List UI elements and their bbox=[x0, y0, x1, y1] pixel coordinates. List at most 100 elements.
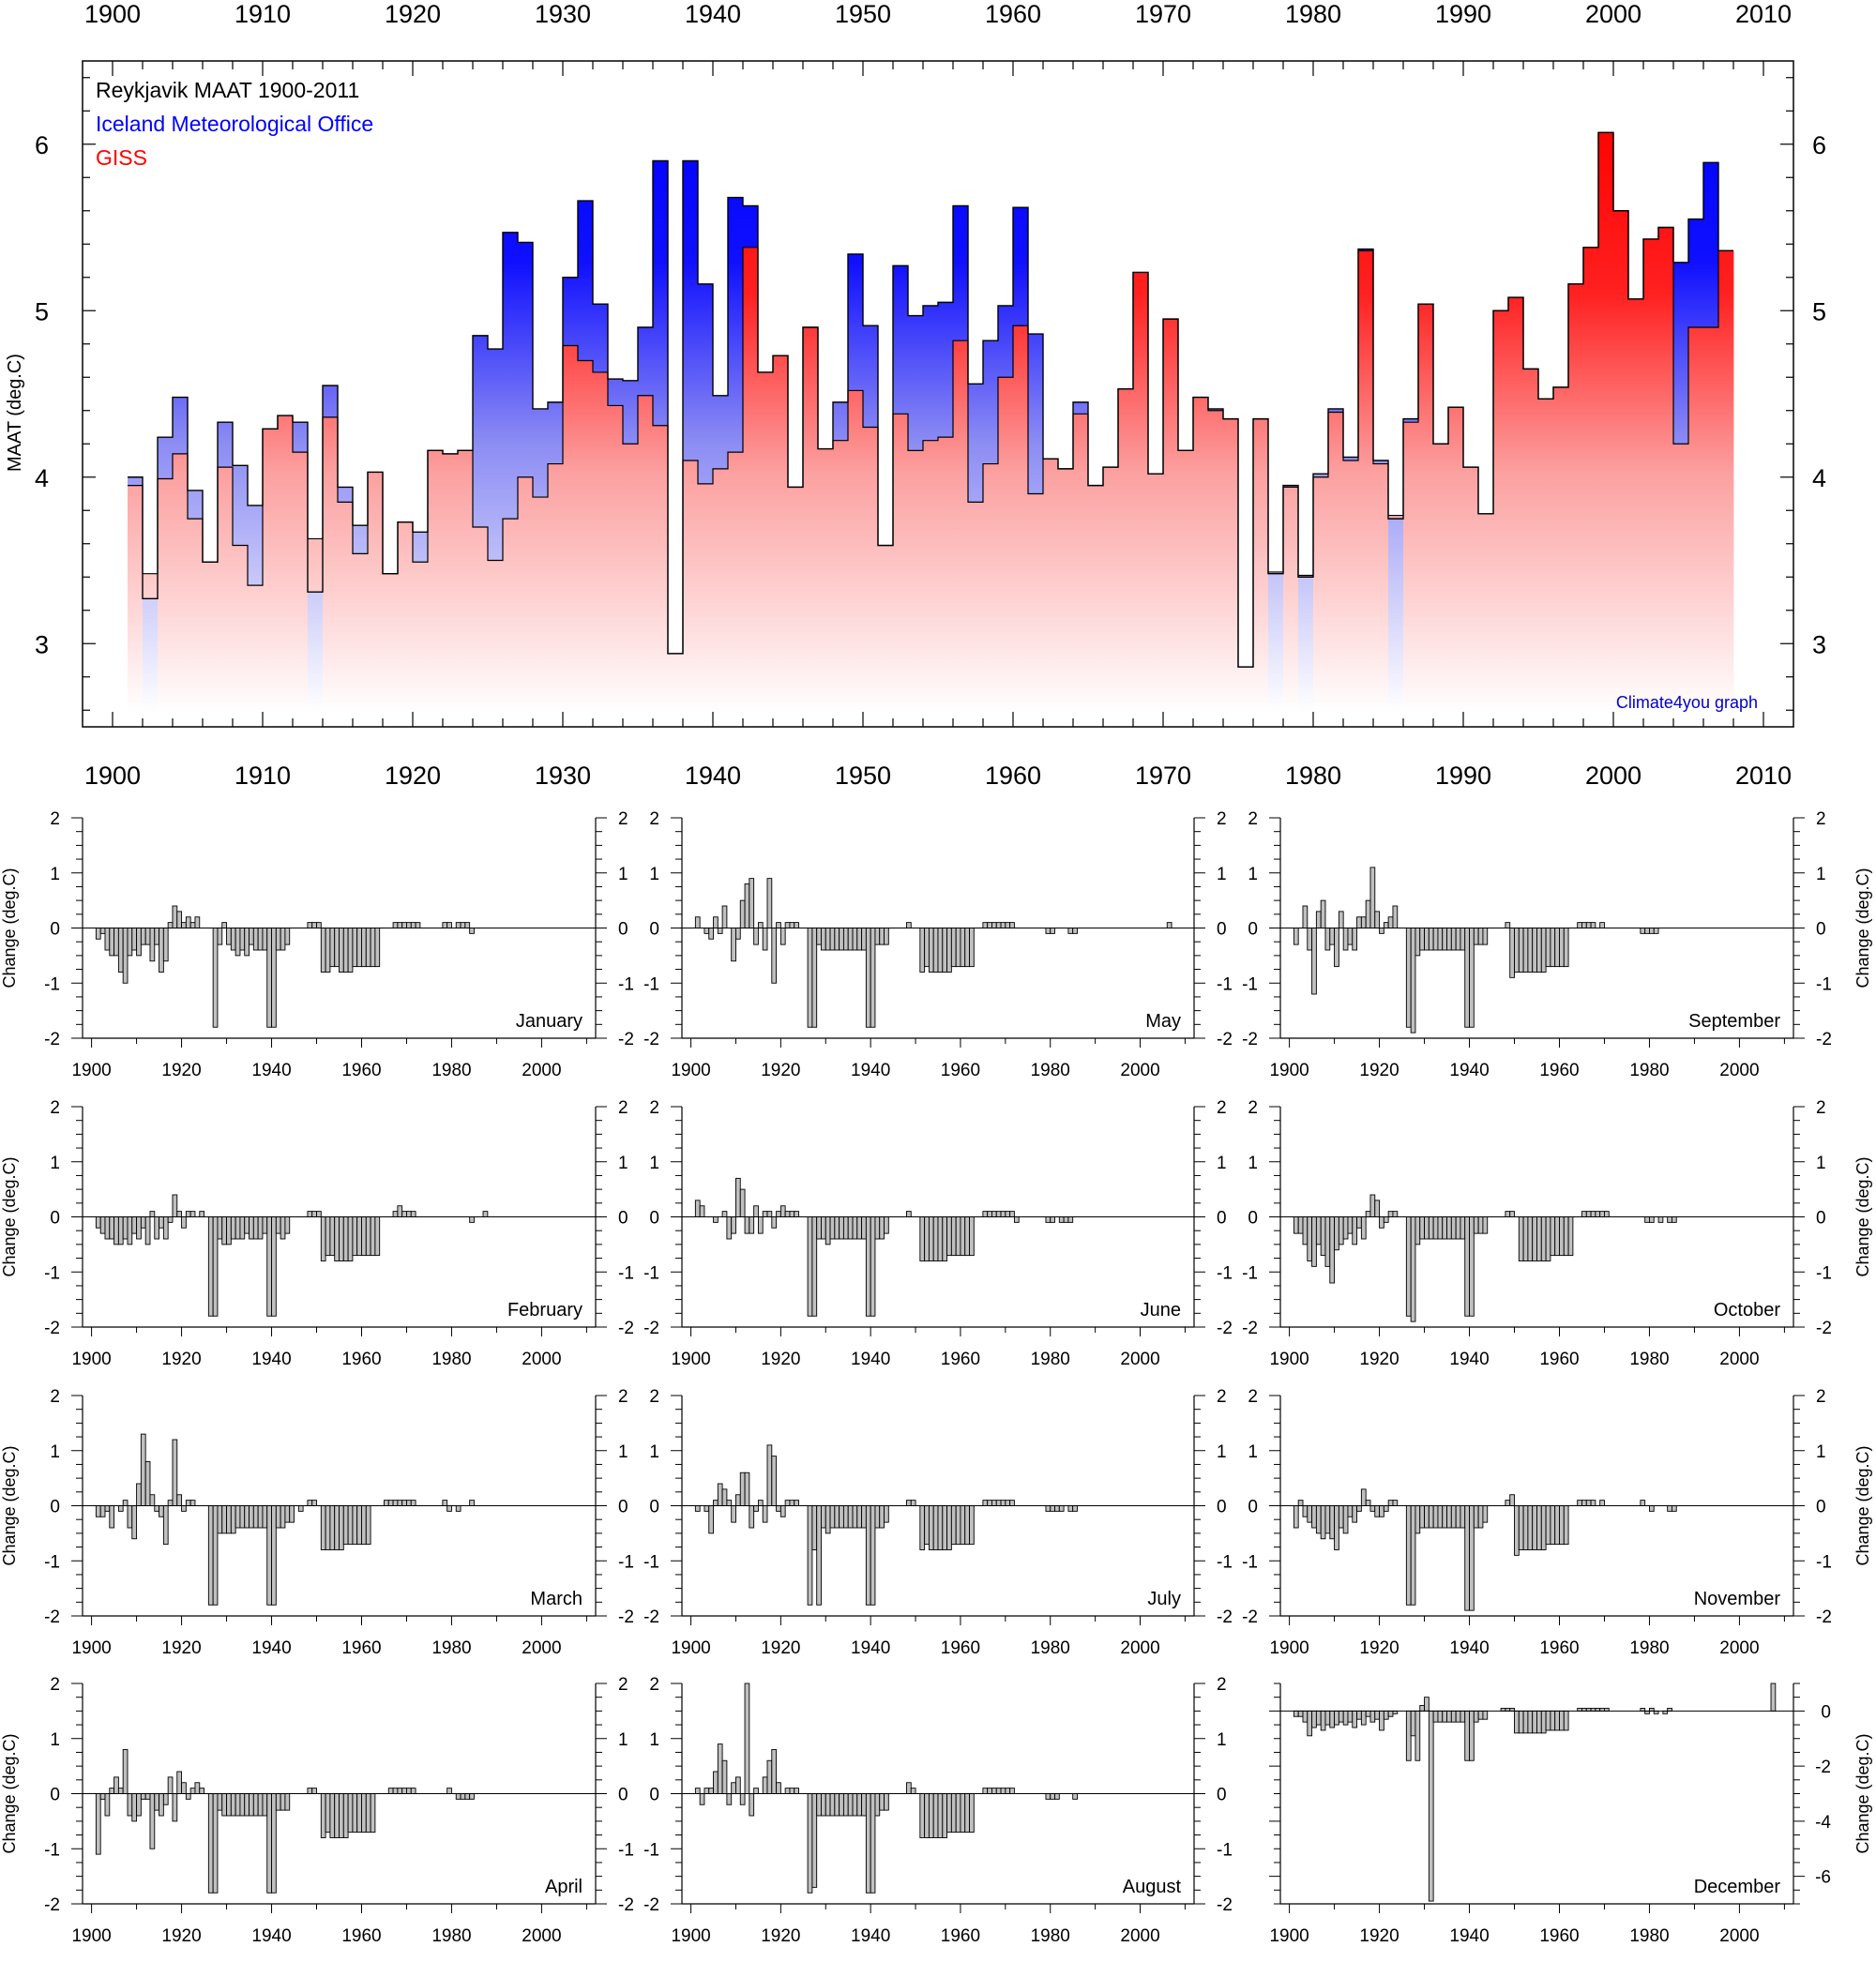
change-bar bbox=[374, 1216, 381, 1257]
main-lower-band bbox=[443, 453, 459, 727]
main-x-tick-label-top: 1970 bbox=[1135, 0, 1191, 28]
change-bar bbox=[969, 1216, 975, 1257]
change-bar bbox=[789, 1788, 795, 1794]
change-bar bbox=[212, 1505, 219, 1606]
change-bar bbox=[244, 1505, 250, 1529]
change-bar bbox=[1315, 1216, 1322, 1245]
change-bar bbox=[704, 1788, 710, 1794]
change-bar bbox=[1050, 1216, 1055, 1223]
main-lower-band bbox=[293, 452, 309, 727]
main-lower-band bbox=[593, 371, 609, 727]
change-bar bbox=[401, 1500, 407, 1506]
change-bar bbox=[960, 1793, 966, 1834]
change-bar bbox=[960, 1216, 966, 1257]
panel-may: -2 -2 -1 -1 0 0 1 1 2 2 1900 1920 1940 1960 1980 2000 Ma… bbox=[643, 809, 1233, 1080]
change-bar bbox=[1315, 1710, 1322, 1726]
change-bar bbox=[816, 1216, 822, 1240]
change-bar bbox=[230, 928, 236, 951]
main-lower-band bbox=[173, 453, 189, 727]
y-tick-label-right: 2 bbox=[1816, 1098, 1826, 1118]
change-bar bbox=[401, 922, 407, 928]
change-bar bbox=[347, 928, 354, 973]
main-lower-band bbox=[1178, 450, 1194, 727]
change-bar bbox=[749, 1793, 755, 1817]
change-bar bbox=[410, 922, 416, 928]
change-bar bbox=[181, 1216, 187, 1229]
change-bar bbox=[842, 928, 849, 951]
change-bar bbox=[113, 928, 119, 957]
change-bar bbox=[1536, 1505, 1542, 1550]
change-bar bbox=[365, 1216, 371, 1257]
x-tick-label: 1940 bbox=[1449, 1061, 1489, 1080]
change-bar bbox=[1320, 899, 1326, 928]
main-lower-band bbox=[1088, 485, 1104, 727]
main-lower-band bbox=[983, 463, 999, 727]
change-bar bbox=[185, 916, 191, 928]
change-bar bbox=[244, 1793, 250, 1817]
change-bar bbox=[771, 1456, 778, 1506]
change-bar bbox=[1297, 1500, 1304, 1506]
main-frame bbox=[82, 60, 1794, 728]
change-bar bbox=[1365, 1211, 1371, 1217]
change-bar bbox=[1067, 928, 1074, 934]
change-bar bbox=[284, 928, 291, 945]
main-y-tick-label-right: 3 bbox=[1812, 630, 1826, 658]
change-bar bbox=[919, 1793, 926, 1838]
change-bar bbox=[955, 1793, 961, 1834]
x-tick-label: 1960 bbox=[941, 1061, 980, 1080]
y-tick-label-left: 2 bbox=[1248, 809, 1258, 829]
y-tick-label-right: 0 bbox=[618, 920, 628, 940]
change-bar bbox=[964, 1505, 970, 1546]
change-bar bbox=[1428, 928, 1434, 951]
main-lower-band bbox=[1643, 238, 1659, 728]
change-bar bbox=[731, 928, 736, 962]
y-tick-label-right: 2 bbox=[618, 1098, 628, 1118]
y-tick-label-left: 1 bbox=[1248, 865, 1258, 884]
change-bar bbox=[937, 928, 944, 973]
month-label: May bbox=[1145, 1011, 1181, 1032]
y-tick-label-right: -2 bbox=[618, 1030, 634, 1049]
change-bar bbox=[744, 1683, 750, 1794]
main-x-tick-label-top: 1930 bbox=[535, 0, 591, 28]
main-lower-band bbox=[953, 340, 969, 727]
change-bar bbox=[446, 1788, 452, 1794]
main-upper-band bbox=[1298, 575, 1314, 578]
change-bar bbox=[234, 1505, 241, 1529]
change-bar bbox=[384, 1500, 389, 1506]
change-bar bbox=[1644, 928, 1650, 934]
change-bar bbox=[392, 1500, 399, 1506]
change-bar bbox=[834, 1216, 840, 1240]
change-bar bbox=[1437, 1505, 1444, 1529]
y-axis-label: Change (deg.C) bbox=[1853, 868, 1872, 988]
y-tick-label-left: 2 bbox=[50, 809, 60, 829]
change-bar bbox=[104, 1216, 111, 1240]
change-bar bbox=[189, 1211, 196, 1217]
change-bar bbox=[320, 928, 326, 973]
change-bar bbox=[1432, 1505, 1439, 1529]
change-bar bbox=[311, 922, 317, 928]
change-bar bbox=[262, 1793, 268, 1817]
change-bar bbox=[739, 899, 746, 928]
change-bar bbox=[482, 1211, 489, 1217]
change-bar bbox=[807, 1505, 813, 1606]
change-bar bbox=[181, 922, 187, 928]
change-bar bbox=[811, 1793, 818, 1888]
change-bar bbox=[704, 928, 710, 934]
change-bar bbox=[1045, 1793, 1051, 1800]
main-lower-band bbox=[608, 405, 624, 727]
change-bar bbox=[1563, 1216, 1569, 1257]
change-bar bbox=[1554, 1216, 1560, 1257]
change-bar bbox=[942, 1216, 948, 1261]
change-bar bbox=[342, 1505, 349, 1546]
change-bar bbox=[708, 928, 714, 940]
change-bar bbox=[127, 1216, 133, 1245]
y-tick-label-right: 0 bbox=[1816, 1209, 1826, 1229]
change-bar bbox=[757, 922, 764, 928]
change-bar bbox=[1450, 1505, 1457, 1529]
main-lower-band bbox=[1253, 418, 1269, 727]
change-bar bbox=[266, 1505, 272, 1606]
change-bar bbox=[842, 1505, 849, 1529]
change-bar bbox=[1365, 1500, 1371, 1506]
change-bar bbox=[762, 1211, 768, 1217]
change-bar bbox=[879, 1216, 885, 1240]
